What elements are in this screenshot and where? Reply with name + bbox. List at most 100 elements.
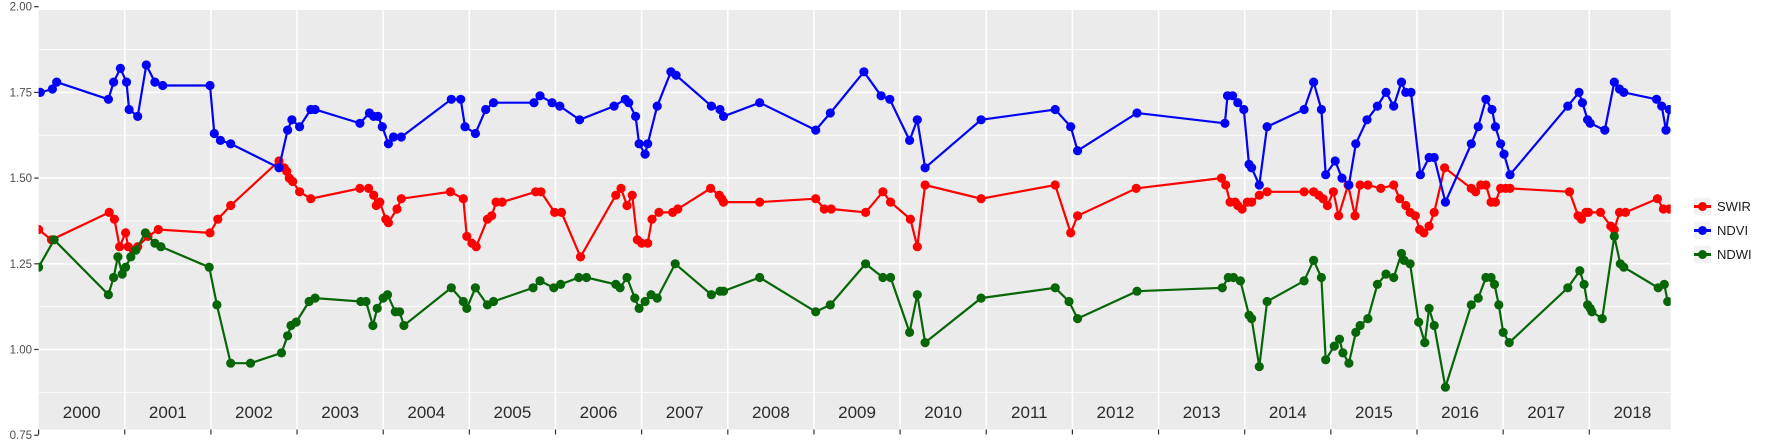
ndvi-point: [1563, 101, 1573, 111]
ndvi-point: [124, 104, 134, 115]
swir-point: [1247, 197, 1257, 207]
ndwi-point: [1440, 382, 1450, 392]
ndwi-point: [630, 293, 640, 303]
legend-item-ndwi: NDWI: [1694, 246, 1752, 263]
ndvi-point: [652, 101, 662, 111]
ndvi-point: [205, 80, 215, 91]
ndwi-point: [825, 300, 835, 310]
ndvi-point: [811, 125, 821, 135]
swir-point: [536, 187, 546, 197]
swir-point: [627, 190, 637, 200]
swir-point: [392, 204, 402, 214]
ndvi-point: [150, 77, 160, 87]
ndwi-point: [310, 293, 320, 303]
swir-point: [1419, 228, 1429, 238]
swir-point: [654, 207, 664, 217]
ndwi-point: [634, 303, 644, 313]
swir-point: [109, 214, 119, 224]
ndvi-point: [310, 104, 320, 115]
swir-point: [616, 183, 626, 193]
swir-point: [364, 183, 374, 193]
ndvi-point: [283, 125, 293, 135]
ndvi-point: [631, 111, 641, 121]
swir-point: [886, 197, 896, 207]
ndvi-point: [1220, 118, 1230, 128]
swir-point: [1583, 207, 1593, 217]
swir-point: [1505, 183, 1515, 193]
ndwi-point: [1372, 279, 1382, 289]
x-year-label: 2001: [149, 403, 187, 422]
ndvi-point: [1262, 122, 1272, 132]
ndvi-point: [215, 135, 225, 145]
swir-point: [718, 197, 729, 207]
ndwi-point: [1663, 296, 1671, 307]
ndvi-point: [706, 101, 717, 111]
ndwi-point: [361, 296, 371, 307]
swir-point: [1471, 187, 1481, 197]
swir-point: [121, 228, 131, 238]
swir-point: [1237, 204, 1247, 214]
ndwi-point: [276, 348, 287, 358]
legend-key-ndvi-icon: [1694, 222, 1711, 239]
ndvi-point: [1381, 87, 1391, 97]
swir-point: [1355, 180, 1365, 190]
x-year-label: 2012: [1097, 403, 1135, 422]
ndwi-point: [670, 259, 680, 269]
y-tick-label: 1.00: [10, 345, 32, 357]
ndwi-point: [1217, 283, 1227, 293]
swir-point: [1066, 228, 1076, 238]
ndwi-point: [1247, 314, 1257, 324]
ndwi-point: [1489, 279, 1500, 289]
swir-point: [1299, 187, 1309, 197]
ndvi-point: [1228, 91, 1238, 101]
swir-point: [1221, 180, 1231, 190]
swir-point: [1262, 187, 1272, 197]
ndvi-point: [488, 98, 499, 108]
legend-key-swir-icon: [1694, 198, 1711, 215]
ndvi-point: [274, 163, 284, 173]
swir-point: [1424, 221, 1434, 231]
x-year-label: 2002: [235, 403, 273, 422]
swir-point: [1322, 200, 1332, 211]
ndvi-point: [609, 101, 619, 111]
swir-point: [1350, 211, 1360, 221]
ndwi-point: [811, 307, 821, 317]
swir-point: [1595, 207, 1606, 217]
ndvi-point: [859, 67, 869, 77]
ndvi-point: [52, 77, 62, 87]
ndvi-point: [103, 94, 113, 104]
ndvi-point: [446, 94, 456, 104]
ndwi-point: [1579, 279, 1589, 289]
ndwi-point: [912, 290, 922, 300]
ndwi-point: [574, 272, 584, 283]
ndvi-point: [226, 139, 236, 149]
swir-point: [1334, 211, 1344, 221]
swir-point: [445, 187, 455, 197]
swir-point: [226, 200, 236, 211]
ndvi-point: [1490, 122, 1500, 132]
ndwi-point: [1381, 269, 1391, 279]
swir-point: [355, 183, 365, 193]
ndwi-point: [1262, 296, 1272, 307]
swir-point: [295, 187, 305, 197]
ndwi-point: [1228, 272, 1239, 283]
ndwi-point: [1424, 303, 1434, 313]
ndwi-point: [535, 276, 545, 286]
ndwi-point: [291, 317, 301, 327]
ndvi-point: [209, 128, 219, 139]
swir-point: [920, 180, 930, 190]
swir-point: [1401, 200, 1411, 211]
ndvi-point: [1254, 180, 1264, 190]
swir-point: [826, 204, 836, 214]
x-year-label: 2010: [924, 403, 962, 422]
ndwi-point: [140, 228, 150, 238]
ndvi-point: [355, 118, 365, 128]
ndwi-point: [1429, 320, 1439, 331]
ndwi-point: [1338, 348, 1348, 358]
swir-point: [458, 194, 468, 204]
ndvi-point: [396, 132, 406, 142]
ndvi-point: [1321, 170, 1331, 180]
swir-point: [647, 214, 657, 224]
legend-dot-swir: [1697, 201, 1708, 212]
